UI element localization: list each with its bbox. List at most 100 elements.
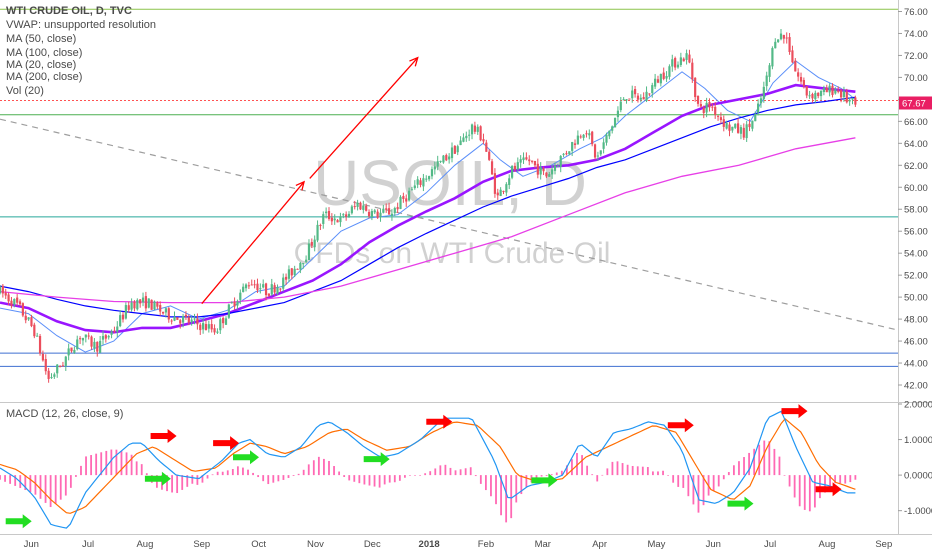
macd-histogram-bar — [252, 472, 254, 476]
legend-ma50[interactable]: MA (50, close) — [6, 33, 76, 45]
candle-body — [30, 317, 33, 327]
candle-body — [233, 301, 236, 307]
macd-signal-arrow — [667, 418, 694, 433]
price-axis-label: 52.00 — [904, 271, 928, 282]
macd-histogram-bar — [652, 471, 654, 476]
candle-body — [27, 317, 30, 320]
macd-histogram-bar — [626, 464, 629, 476]
moving-average-line — [0, 60, 856, 353]
candle-body — [676, 64, 680, 68]
macd-histogram-bar — [378, 475, 381, 488]
price-horizontal-lines — [0, 8, 898, 367]
candle-body — [493, 173, 497, 194]
macd-histogram-bar — [110, 449, 113, 476]
macd-histogram-bar — [292, 475, 295, 476]
candle-body — [99, 340, 102, 353]
candle-body — [656, 79, 660, 83]
macd-histogram-bar — [323, 458, 325, 476]
candle-body — [651, 85, 654, 94]
candle-body — [224, 318, 228, 325]
macd-histogram-bar — [135, 461, 138, 476]
legend-ma20[interactable]: MA (20, close) — [6, 59, 76, 71]
candle-body — [842, 91, 846, 98]
candle-body — [0, 286, 2, 294]
candle-body — [422, 178, 425, 187]
macd-signal-arrow — [233, 450, 259, 465]
candle-body — [316, 224, 319, 241]
candle-body — [802, 80, 805, 86]
macd-histogram-bar — [839, 475, 842, 484]
candle-body — [184, 314, 188, 317]
time-axis-label: Sep — [875, 539, 892, 550]
candle-body — [305, 259, 308, 262]
macd-signal-arrow — [144, 471, 171, 486]
candle-body — [327, 211, 331, 219]
candle-body — [284, 276, 288, 280]
macd-histogram-bar — [196, 475, 199, 485]
candle-body — [139, 299, 142, 304]
legend-vol[interactable]: Vol (20) — [6, 85, 44, 97]
legend-macd[interactable]: MACD (12, 26, close, 9) — [6, 408, 123, 420]
candle-body — [688, 54, 691, 63]
candle-body — [719, 117, 723, 121]
candle-body — [36, 335, 39, 337]
candle-body — [448, 156, 451, 160]
candle-body — [219, 319, 222, 331]
candle-body — [748, 123, 751, 128]
candle-body — [16, 297, 19, 303]
macd-histogram-bar — [115, 449, 118, 476]
macd-histogram-bar — [120, 451, 123, 476]
macd-histogram-bar — [186, 475, 189, 487]
price-axis-label: 46.00 — [904, 337, 928, 348]
candle-body — [227, 304, 230, 318]
candle-body — [342, 214, 345, 216]
macd-histogram-bar — [105, 450, 108, 476]
macd-axis[interactable]: 2.0000 1.0000 0.0000 -1.0000 — [898, 400, 932, 518]
candle-body — [848, 99, 851, 102]
price-candles — [0, 28, 857, 383]
time-axis[interactable]: Jun Jul Aug Sep Oct Nov Dec 2018 Feb Mar Apr May Jun… — [24, 539, 893, 550]
candle-body — [359, 202, 362, 210]
candle-body — [708, 102, 711, 108]
candle-body — [851, 97, 854, 100]
macd-histogram-bar — [130, 454, 133, 476]
macd-histogram-bar — [100, 452, 103, 476]
candle-body — [133, 301, 136, 309]
candle-body — [247, 285, 250, 287]
macd-histogram-bar — [738, 461, 740, 476]
candle-body — [196, 318, 199, 325]
candle-body — [96, 341, 99, 352]
candle-body — [273, 285, 276, 293]
candle-body — [845, 91, 848, 103]
macd-histogram-bar — [479, 475, 482, 484]
macd-histogram-bar — [824, 475, 826, 493]
candle-body — [685, 53, 688, 60]
macd-histogram-bar — [206, 475, 209, 479]
macd-histogram-bar — [393, 475, 396, 483]
macd-histogram-bar — [576, 453, 578, 476]
macd-histogram-bar — [484, 475, 487, 491]
macd-histogram-bar — [657, 471, 659, 476]
macd-histogram-bar — [39, 475, 42, 499]
macd-histogram-bar — [803, 475, 806, 510]
macd-histogram-bar — [358, 475, 361, 484]
legend-vwap[interactable]: VWAP: unsupported resolution — [6, 19, 156, 31]
candle-body — [67, 348, 70, 356]
macd-histogram-bar — [490, 475, 492, 497]
candle-body — [771, 48, 774, 67]
macd-histogram-bar — [834, 475, 837, 484]
candle-body — [539, 167, 542, 175]
candle-body — [605, 134, 608, 143]
candle-body — [588, 133, 591, 136]
candle-body — [622, 99, 625, 101]
candle-body — [528, 159, 531, 162]
macd-histogram-bar — [176, 475, 179, 494]
legend-ma200[interactable]: MA (200, close) — [6, 71, 82, 83]
candle-body — [611, 126, 614, 131]
macd-histogram-bar — [307, 464, 310, 476]
legend-symbol[interactable]: WTI CRUDE OIL, D, TVC — [6, 5, 132, 17]
legend-ma100[interactable]: MA (100, close) — [6, 47, 82, 59]
macd-histogram-bar — [682, 475, 685, 488]
macd-axis-label: -1.0000 — [904, 506, 932, 517]
macd-histogram-bar — [282, 475, 285, 480]
